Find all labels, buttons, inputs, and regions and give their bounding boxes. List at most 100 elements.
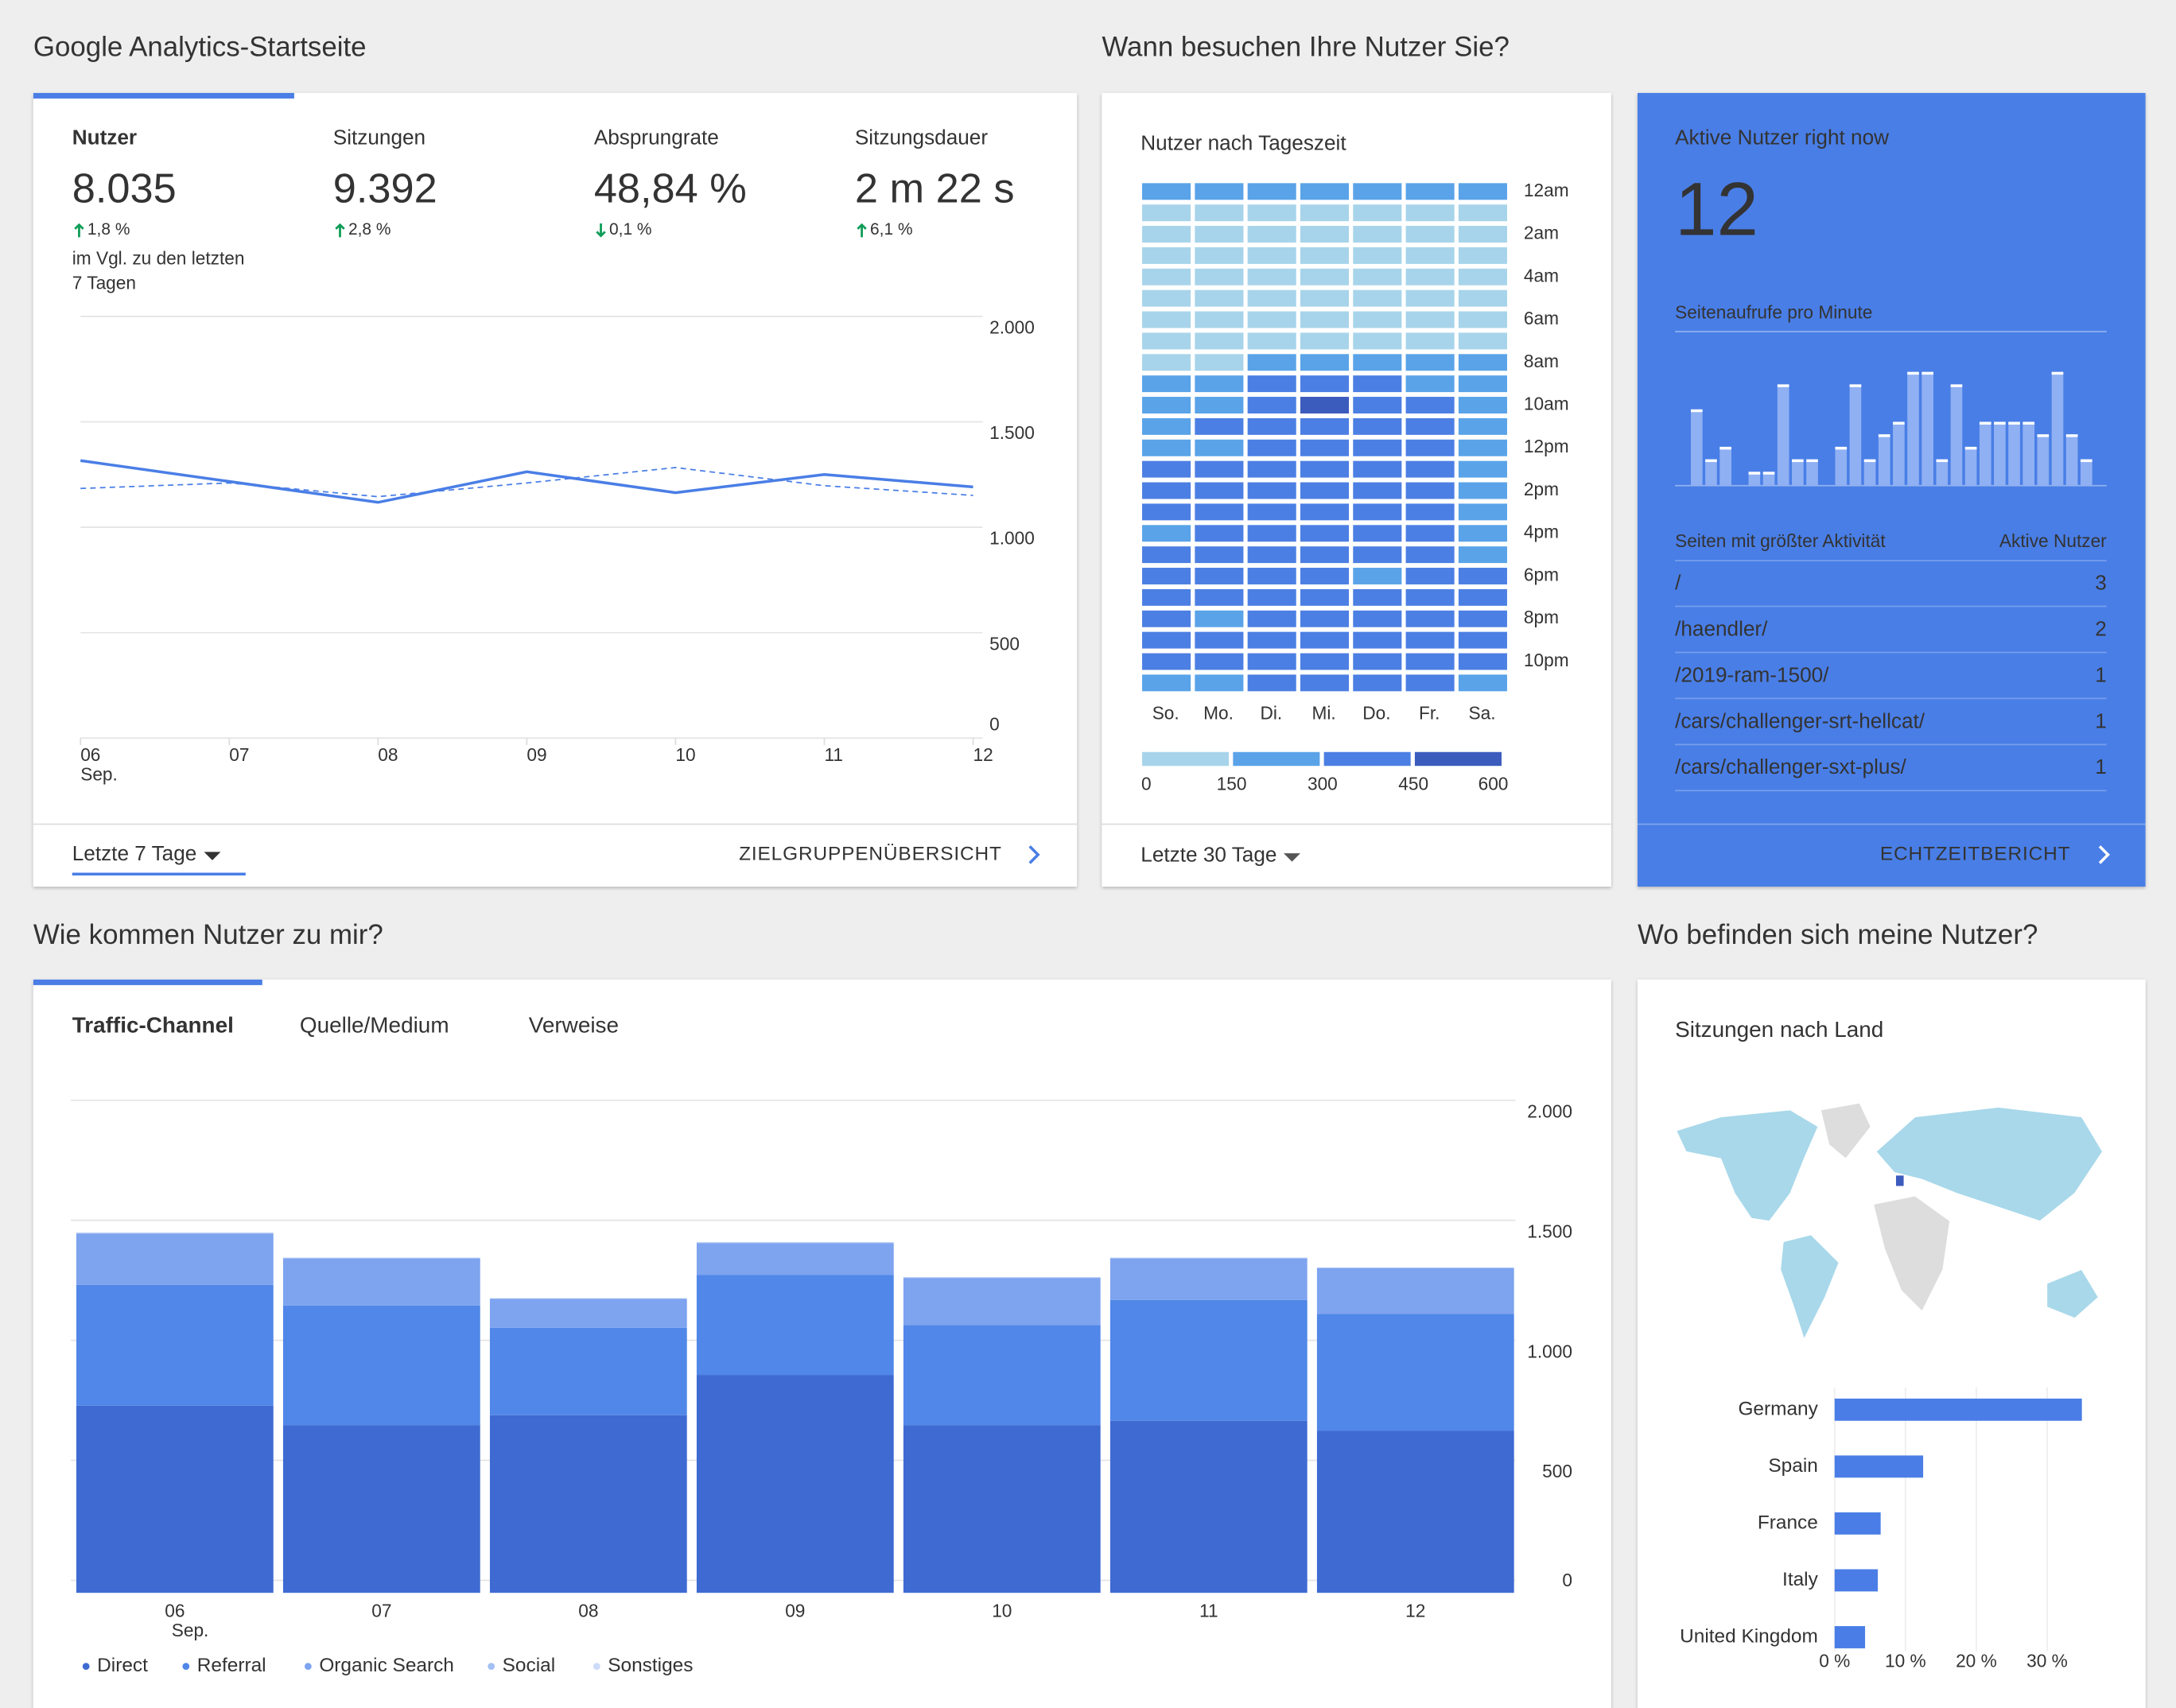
heat-cell [1458, 546, 1507, 564]
page-path[interactable]: /2019-ram-1500/ [1675, 662, 1829, 686]
bar [1979, 423, 1991, 486]
bar-segment [696, 1243, 894, 1275]
heat-cell [1247, 674, 1296, 692]
tab[interactable]: Verweise [529, 1013, 619, 1038]
heat-cell [1142, 588, 1191, 606]
heat-cell [1247, 268, 1296, 285]
geo-card [1637, 979, 2146, 1708]
y-tick-label: 1.500 [989, 422, 1035, 443]
bar-cap [1849, 384, 1862, 387]
metric-change: 2,8 % [348, 220, 391, 239]
heat-cell [1353, 354, 1402, 371]
legend-label[interactable]: Sonstiges [608, 1655, 693, 1676]
heat-cell [1142, 503, 1191, 521]
legend-dot [182, 1663, 190, 1670]
metric-label[interactable]: Sitzungsdauer [855, 125, 989, 149]
metric-value: 9.392 [333, 166, 437, 212]
active-tab-bar [33, 979, 262, 985]
chevron[interactable] [1028, 845, 1040, 864]
heat-cell [1353, 289, 1402, 307]
heat-cell [1300, 246, 1350, 264]
y-tick-label: 0 [1562, 1570, 1572, 1590]
bar-segment [76, 1284, 274, 1406]
report-link[interactable]: ZIELGRUPPENÜBERSICHT [739, 843, 1002, 864]
active-count: 3 [2095, 571, 2107, 595]
active-count: 1 [2095, 755, 2107, 778]
bar-cap [1907, 371, 1919, 375]
legend-label[interactable]: Social [503, 1655, 555, 1676]
scale-tick-label: 300 [1308, 774, 1338, 794]
legend-label[interactable]: Organic Search [319, 1655, 454, 1676]
bar-segment [1316, 1314, 1514, 1431]
dropdown-arrow[interactable] [204, 852, 221, 860]
heat-cell [1353, 482, 1402, 499]
page-path[interactable]: /cars/challenger-srt-hellcat/ [1675, 708, 1925, 732]
dropdown-arrow[interactable] [1284, 853, 1300, 862]
date-range[interactable]: Letzte 30 Tage [1140, 843, 1276, 867]
metric-value: 8.035 [72, 166, 177, 212]
page-path[interactable]: / [1675, 571, 1681, 595]
metric-label[interactable]: Absprungrate [594, 125, 719, 149]
card-title: Nutzer nach Tageszeit [1140, 130, 1346, 154]
bar-segment [282, 1257, 480, 1259]
heat-cell [1458, 588, 1507, 606]
tab[interactable]: Traffic-Channel [72, 1013, 234, 1038]
world-map [1676, 1102, 2104, 1340]
heat-cell [1405, 397, 1455, 413]
row-label: 12pm [1524, 436, 1569, 456]
bar-segment [1109, 1257, 1308, 1259]
legend-dot [82, 1663, 90, 1670]
heat-cell [1353, 246, 1402, 264]
comparison-note: im Vgl. zu den letzten [72, 247, 245, 268]
metric-label[interactable]: Nutzer [72, 125, 137, 149]
overview-card [33, 92, 1078, 887]
active-count: 2 [2095, 616, 2107, 640]
category-label: Germany [1738, 1398, 1818, 1419]
heat-cell [1405, 354, 1455, 371]
heat-cell [1458, 525, 1507, 542]
metric-label[interactable]: Sitzungen [333, 125, 425, 149]
bar-cap [1762, 472, 1775, 475]
heat-cell [1353, 204, 1402, 222]
heat-cell [1300, 289, 1350, 307]
scale-swatch [1323, 751, 1411, 767]
report-link[interactable]: ECHTZEITBERICHT [1880, 843, 2071, 864]
heat-cell [1247, 568, 1296, 584]
heat-cell [1195, 546, 1244, 564]
heat-cell [1300, 460, 1350, 478]
heat-cell [1353, 610, 1402, 627]
bar [1936, 460, 1949, 486]
heat-cell [1142, 653, 1191, 670]
date-range[interactable]: Letzte 7 Tage [72, 841, 197, 865]
card-title: Aktive Nutzer right now [1675, 125, 1889, 149]
bar [1878, 435, 1890, 486]
metric-value: 48,84 % [594, 166, 747, 212]
bar [1806, 460, 1818, 486]
bar-segment [1316, 1430, 1514, 1593]
x-tick-label: 20 % [1956, 1650, 1997, 1671]
legend-label[interactable]: Referral [197, 1655, 266, 1676]
heat-cell [1353, 525, 1402, 542]
heat-cell [1353, 546, 1402, 564]
card-title: Sitzungen nach Land [1675, 1017, 1883, 1042]
heat-cell [1405, 417, 1455, 435]
bar-cap [2065, 434, 2078, 437]
bar-segment [282, 1258, 480, 1306]
tab[interactable]: Quelle/Medium [300, 1013, 449, 1038]
page-path[interactable]: /cars/challenger-sxt-plus/ [1675, 755, 1906, 778]
row-label: 10pm [1524, 650, 1569, 670]
legend-label[interactable]: Direct [97, 1655, 148, 1676]
page-path[interactable]: /haendler/ [1675, 616, 1768, 640]
x-tick-label: 10 [992, 1601, 1012, 1621]
scale-swatch [1233, 751, 1320, 767]
chevron[interactable] [2098, 845, 2110, 864]
bar-cap [2051, 371, 2064, 375]
x-tick-label: 06 [80, 744, 100, 765]
heat-cell [1247, 439, 1296, 456]
bar [2008, 423, 2020, 486]
heat-cell [1142, 354, 1191, 371]
bar [1762, 473, 1775, 486]
heat-cell [1195, 311, 1244, 328]
heat-cell [1353, 268, 1402, 285]
heat-cell [1142, 460, 1191, 478]
